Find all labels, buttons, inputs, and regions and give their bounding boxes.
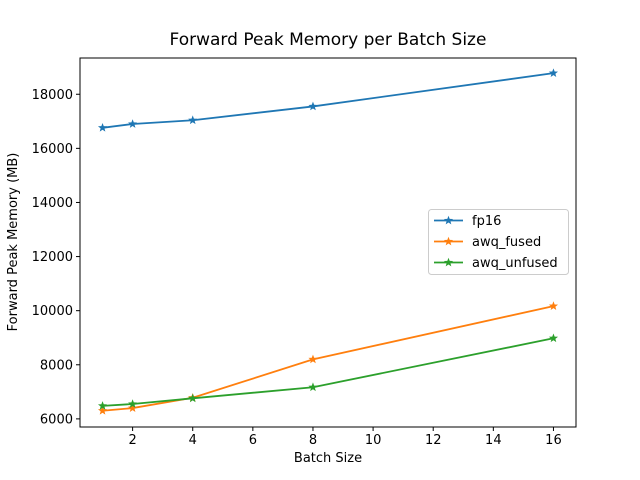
series-group xyxy=(97,68,559,415)
data-point-marker xyxy=(308,382,318,392)
data-point-marker xyxy=(188,393,198,403)
x-tick-label: 4 xyxy=(189,433,197,448)
legend-sample-marker xyxy=(443,236,454,246)
x-tick-label: 8 xyxy=(309,433,317,448)
y-tick-label: 16000 xyxy=(32,142,73,157)
legend-box xyxy=(428,209,569,275)
x-tick-label: 16 xyxy=(545,433,562,448)
data-point-marker xyxy=(97,405,108,415)
y-tick-label: 14000 xyxy=(32,196,73,211)
x-tick-label: 6 xyxy=(249,433,257,448)
plot-border xyxy=(79,57,577,428)
data-point-marker xyxy=(97,401,108,410)
legend-entry-awq_unfused: awq_unfused xyxy=(434,256,558,271)
x-tick-label: 10 xyxy=(365,433,382,448)
x-tick-label: 12 xyxy=(425,433,442,448)
series-awq_unfused xyxy=(97,333,559,410)
legend: fp16 awq_fused awq_unfused xyxy=(428,209,569,275)
legend-label: awq_fused xyxy=(472,235,541,250)
x-axis-label: Batch Size xyxy=(294,451,362,466)
data-point-marker xyxy=(128,399,138,408)
data-point-marker xyxy=(188,115,198,125)
x-tick-label: 14 xyxy=(485,433,502,448)
y-tick-label: 18000 xyxy=(32,88,73,103)
data-point-marker xyxy=(308,354,318,364)
x-tick-label: 2 xyxy=(128,433,136,448)
legend-sample-marker xyxy=(443,257,454,267)
data-point-marker xyxy=(548,68,559,78)
legend-entry-awq_fused: awq_fused xyxy=(434,235,541,250)
data-point-marker xyxy=(128,119,138,128)
legend-entry-fp16: fp16 xyxy=(434,214,501,229)
y-tick-label: 12000 xyxy=(32,250,73,265)
y-tick-label: 10000 xyxy=(32,304,73,319)
y-axis: 6000 8000 10000 12000 14000 16000 18000 xyxy=(32,88,80,427)
y-tick-label: 8000 xyxy=(40,358,73,373)
data-point-marker xyxy=(128,403,138,412)
y-tick-label: 6000 xyxy=(40,412,73,427)
data-point-marker xyxy=(548,301,559,310)
legend-label: fp16 xyxy=(472,214,501,229)
y-axis-label: Forward Peak Memory (MB) xyxy=(6,153,21,332)
legend-sample-marker xyxy=(443,215,454,225)
legend-label: awq_unfused xyxy=(472,256,558,271)
x-axis: 2 4 6 8 10 12 14 16 xyxy=(128,427,562,448)
chart-title: Forward Peak Memory per Batch Size xyxy=(170,30,487,50)
plot-area: 2 4 6 8 10 12 14 16 6000 8000 10000 12000 14000 1600… xyxy=(32,57,577,448)
data-point-marker xyxy=(308,101,318,111)
data-point-marker xyxy=(548,333,559,343)
series-fp16 xyxy=(97,68,559,132)
data-point-marker xyxy=(97,123,108,132)
